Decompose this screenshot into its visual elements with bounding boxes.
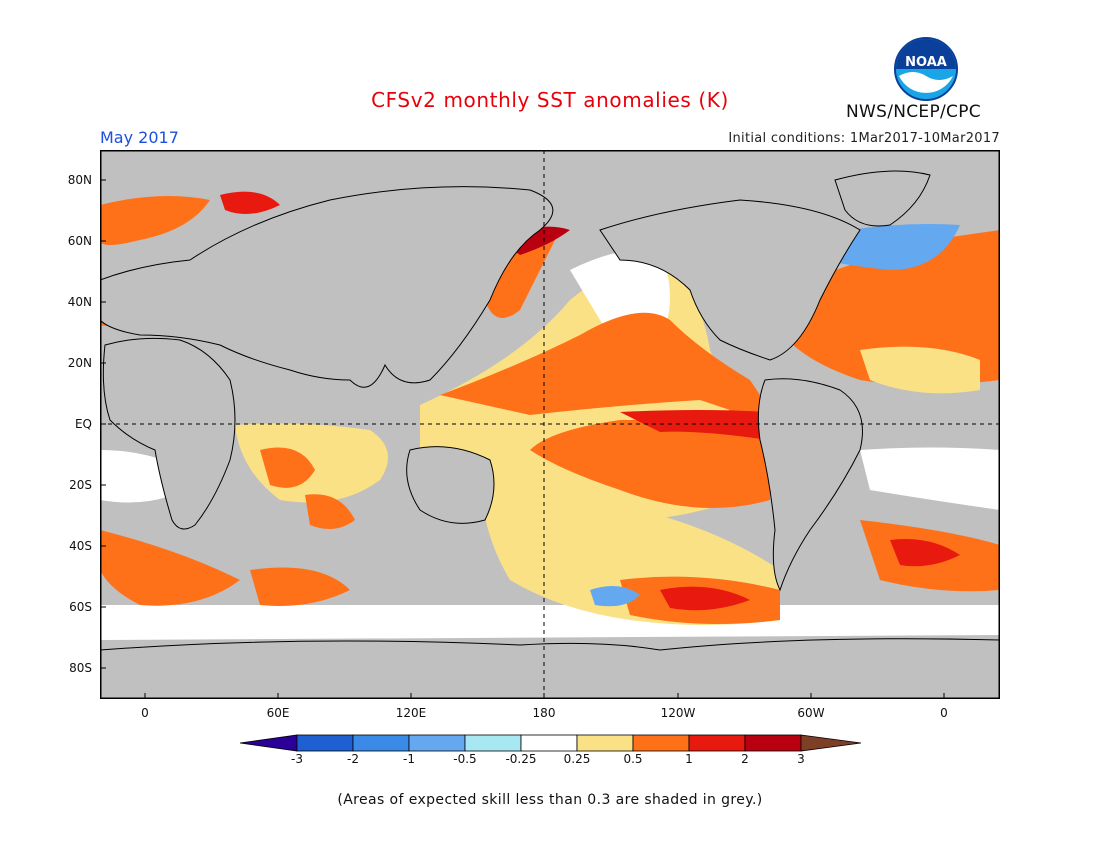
lat-label-20s: 20S: [69, 478, 92, 492]
colorbar-segment-above-max: [800, 734, 862, 752]
lon-label-120w: 120W: [660, 706, 696, 720]
southwest-orange: [100, 530, 240, 606]
north-atlantic-yellow: [860, 346, 980, 394]
colorbar-label: 1: [685, 752, 693, 766]
africa-landmass: [102, 337, 236, 530]
colorbar-label: -0.5: [453, 752, 477, 766]
greenland-landmass: [834, 170, 931, 227]
lon-ticks: [144, 693, 945, 699]
colorbar-label: 2: [741, 752, 749, 766]
lat-label-20n: 20N: [67, 356, 92, 370]
arctic-red-west: [220, 191, 280, 214]
indian-ocean-orange-south: [305, 494, 355, 529]
lat-label-40n: 40N: [67, 295, 92, 309]
lat-label-60n: 60N: [67, 234, 92, 248]
lat-ticks: [100, 179, 106, 669]
lon-label-0: 0: [141, 706, 149, 720]
colorbar-label: 0.25: [563, 752, 591, 766]
colorbar-segment: [576, 734, 634, 752]
southern-ocean-band: [100, 605, 1000, 640]
colorbar-label: -3: [291, 752, 303, 766]
north-atlantic-orange: [780, 230, 1000, 385]
arctic-orange-west: [100, 196, 210, 245]
indian-ocean-orange-west: [260, 447, 315, 488]
colorbar-label: -0.25: [505, 752, 537, 766]
lat-label-60s: 60S: [69, 600, 92, 614]
colorbar-segment: [688, 734, 746, 752]
lon-label-0-east: 0: [940, 706, 948, 720]
south-atlantic-east-white: [860, 447, 1000, 510]
north-america-landmass: [599, 199, 861, 361]
colorbar-segment: [352, 734, 410, 752]
sst-anomaly-map: [100, 150, 1000, 699]
lat-label-80s: 80S: [69, 661, 92, 675]
south-pacific-blue: [590, 586, 640, 607]
south-pacific-red: [660, 586, 750, 611]
colorbar-segment: [296, 734, 354, 752]
lat-label-eq: EQ: [74, 417, 92, 431]
lon-label-60e: 60E: [266, 706, 290, 720]
noaa-logo-icon: NOAA: [894, 37, 958, 101]
lon-label-120e: 120E: [395, 706, 427, 720]
colorbar-label: -1: [403, 752, 415, 766]
noaa-logo-text: NOAA: [905, 55, 947, 70]
colorbar-segment: [464, 734, 522, 752]
lon-label-180: 180: [532, 706, 556, 720]
lon-label-60w: 60W: [797, 706, 825, 720]
equatorial-red-streak: [620, 410, 768, 440]
agency-label: NWS/NCEP/CPC: [846, 102, 981, 122]
south-america-landmass: [757, 378, 863, 592]
valid-month: May 2017: [100, 128, 179, 147]
chart-title: CFSv2 monthly SST anomalies (K): [371, 88, 729, 112]
colorbar-label: 3: [797, 752, 805, 766]
colorbar: [240, 734, 862, 752]
colorbar-segment: [632, 734, 690, 752]
continents: [100, 170, 1000, 699]
colorbar-segment: [744, 734, 802, 752]
skill-footnote: (Areas of expected skill less than 0.3 a…: [337, 792, 763, 808]
pacific-anomaly-orange: [440, 312, 770, 508]
eurasia-landmass: [100, 186, 554, 388]
south-atlantic-red: [890, 539, 960, 567]
colorbar-segment-below-min: [240, 734, 298, 752]
colorbar-label: -2: [347, 752, 359, 766]
colorbar-label: 0.5: [623, 752, 643, 766]
australia-landmass: [406, 446, 495, 524]
lat-label-80n: 80N: [67, 173, 92, 187]
south-indian-orange: [250, 567, 350, 606]
lat-label-40s: 40S: [69, 539, 92, 553]
initial-conditions: Initial conditions: 1Mar2017-10Mar2017: [728, 131, 1000, 146]
antarctica-landmass: [100, 638, 1000, 699]
colorbar-segment: [520, 734, 578, 752]
colorbar-segment: [408, 734, 466, 752]
